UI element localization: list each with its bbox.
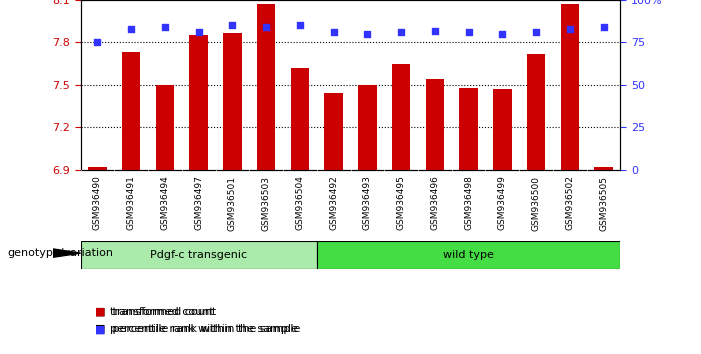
Text: transformed count: transformed count bbox=[110, 307, 214, 316]
Bar bbox=[81, 241, 317, 269]
Bar bbox=[156, 85, 175, 170]
Bar bbox=[122, 52, 140, 170]
Point bbox=[531, 29, 542, 35]
Text: ■: ■ bbox=[95, 307, 105, 316]
Point bbox=[261, 24, 272, 30]
Polygon shape bbox=[53, 249, 81, 257]
Bar bbox=[223, 33, 242, 170]
Point bbox=[598, 24, 609, 30]
Text: GSM936490: GSM936490 bbox=[93, 176, 102, 230]
Point bbox=[497, 31, 508, 37]
Text: Pdgf-c transgenic: Pdgf-c transgenic bbox=[150, 250, 247, 260]
Bar bbox=[526, 54, 545, 170]
Text: GSM936503: GSM936503 bbox=[261, 176, 271, 230]
Bar bbox=[561, 4, 579, 170]
Point bbox=[159, 24, 170, 30]
Bar bbox=[358, 85, 376, 170]
Text: GSM936495: GSM936495 bbox=[397, 176, 406, 230]
Bar bbox=[493, 89, 512, 170]
Bar bbox=[426, 79, 444, 170]
Text: GSM936501: GSM936501 bbox=[228, 176, 237, 230]
Point bbox=[328, 29, 339, 35]
Point bbox=[429, 28, 440, 33]
Text: ■  transformed count: ■ transformed count bbox=[95, 307, 216, 316]
Point bbox=[395, 29, 407, 35]
Bar bbox=[88, 167, 107, 170]
Text: GSM936498: GSM936498 bbox=[464, 176, 473, 230]
Text: GSM936505: GSM936505 bbox=[599, 176, 608, 230]
Text: GSM936494: GSM936494 bbox=[161, 176, 170, 230]
Point bbox=[564, 26, 576, 32]
Text: GSM936491: GSM936491 bbox=[127, 176, 136, 230]
Point bbox=[463, 29, 474, 35]
Point bbox=[92, 40, 103, 45]
Text: ■  percentile rank within the sample: ■ percentile rank within the sample bbox=[95, 324, 300, 334]
Text: genotype/variation: genotype/variation bbox=[7, 248, 113, 258]
Bar bbox=[291, 68, 309, 170]
Point bbox=[362, 31, 373, 37]
Bar bbox=[189, 35, 208, 170]
Point bbox=[193, 29, 204, 35]
Bar bbox=[257, 4, 275, 170]
Text: percentile rank within the sample: percentile rank within the sample bbox=[110, 324, 298, 334]
Text: GSM936499: GSM936499 bbox=[498, 176, 507, 230]
Bar bbox=[325, 93, 343, 170]
Text: GSM936492: GSM936492 bbox=[329, 176, 338, 230]
Bar bbox=[317, 241, 620, 269]
Bar bbox=[392, 64, 410, 170]
Text: GSM936497: GSM936497 bbox=[194, 176, 203, 230]
Point bbox=[294, 23, 306, 28]
Bar bbox=[459, 88, 478, 170]
Text: GSM936493: GSM936493 bbox=[363, 176, 372, 230]
Text: wild type: wild type bbox=[443, 250, 494, 260]
Text: GSM936504: GSM936504 bbox=[295, 176, 304, 230]
Bar bbox=[594, 167, 613, 170]
Text: GSM936500: GSM936500 bbox=[531, 176, 540, 230]
Point bbox=[125, 26, 137, 32]
Text: GSM936502: GSM936502 bbox=[565, 176, 574, 230]
Text: ■: ■ bbox=[95, 324, 105, 334]
Text: GSM936496: GSM936496 bbox=[430, 176, 440, 230]
Point bbox=[227, 23, 238, 28]
